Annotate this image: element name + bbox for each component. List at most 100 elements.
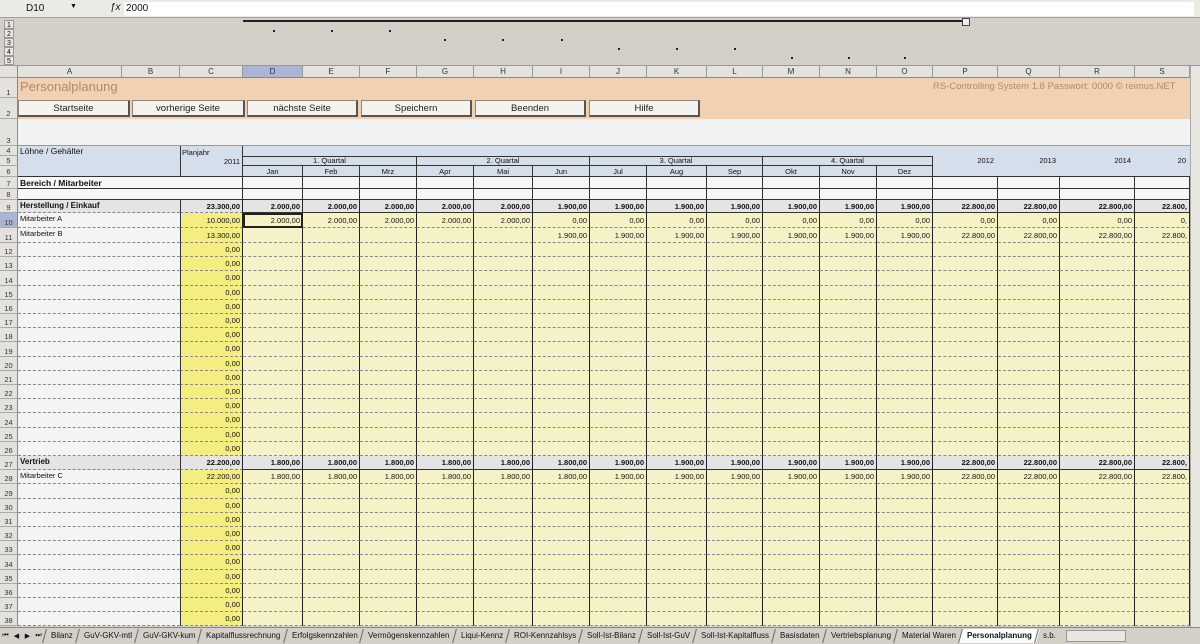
month-value-cell[interactable]: [933, 243, 998, 258]
month-value-cell[interactable]: [647, 598, 707, 613]
month-value-cell[interactable]: [998, 257, 1060, 272]
month-value-cell[interactable]: [1060, 484, 1135, 499]
month-value-cell[interactable]: [820, 243, 877, 258]
month-value-cell[interactable]: [647, 257, 707, 272]
month-value-cell[interactable]: [417, 342, 474, 357]
month-value-cell[interactable]: 22.800,00: [933, 470, 998, 485]
month-value-cell[interactable]: [303, 356, 360, 371]
month-value-cell[interactable]: [417, 413, 474, 428]
month-value-cell[interactable]: [417, 441, 474, 456]
planjahr-total[interactable]: 0,00: [180, 342, 243, 357]
month-value-cell[interactable]: [303, 271, 360, 286]
month-value-cell[interactable]: [763, 399, 820, 414]
month-value-cell[interactable]: [820, 285, 877, 300]
planjahr-total[interactable]: 0,00: [180, 512, 243, 527]
sheet-tab[interactable]: Liqui-Kennz: [451, 629, 511, 643]
month-value-cell[interactable]: 1.900,00: [707, 228, 763, 243]
month-value-cell[interactable]: [763, 484, 820, 499]
month-value-cell[interactable]: [933, 413, 998, 428]
nav-button-vorherige-seite[interactable]: vorherige Seite: [132, 100, 245, 117]
month-value-cell[interactable]: [1060, 243, 1135, 258]
month-value-cell[interactable]: [533, 342, 590, 357]
month-value-cell[interactable]: [1135, 583, 1190, 598]
month-value-cell[interactable]: [590, 299, 647, 314]
month-value-cell[interactable]: [1135, 427, 1190, 442]
month-value-cell[interactable]: [998, 385, 1060, 400]
month-value-cell[interactable]: [647, 385, 707, 400]
month-value-cell[interactable]: [360, 555, 417, 570]
month-value-cell[interactable]: [1135, 356, 1190, 371]
month-value-cell[interactable]: [647, 328, 707, 343]
month-value-cell[interactable]: [1060, 498, 1135, 513]
month-value-cell[interactable]: [303, 498, 360, 513]
month-value-cell[interactable]: [1060, 328, 1135, 343]
row-header-29[interactable]: 29: [0, 484, 18, 499]
month-value-cell[interactable]: [533, 569, 590, 584]
month-value-cell[interactable]: [707, 512, 763, 527]
month-value-cell[interactable]: 1.900,00: [877, 470, 933, 485]
month-value-cell[interactable]: 0,00: [933, 213, 998, 228]
month-value-cell[interactable]: [533, 271, 590, 286]
month-value-cell[interactable]: [243, 612, 303, 627]
month-value-cell[interactable]: [933, 498, 998, 513]
month-value-cell[interactable]: 1.900,00: [763, 228, 820, 243]
month-value-cell[interactable]: [1135, 285, 1190, 300]
month-value-cell[interactable]: [474, 512, 533, 527]
row-header-24[interactable]: 24: [0, 413, 18, 428]
month-value-cell[interactable]: 22.800,: [1135, 228, 1190, 243]
planjahr-total[interactable]: 0,00: [180, 299, 243, 314]
month-value-cell[interactable]: 0,00: [707, 213, 763, 228]
nav-button-hilfe[interactable]: Hilfe: [589, 100, 700, 117]
month-value-cell[interactable]: [474, 498, 533, 513]
month-value-cell[interactable]: [360, 527, 417, 542]
row-header-17[interactable]: 17: [0, 314, 18, 329]
month-value-cell[interactable]: [763, 257, 820, 272]
month-value-cell[interactable]: [303, 527, 360, 542]
month-value-cell[interactable]: [1135, 527, 1190, 542]
row-header-36[interactable]: 36: [0, 583, 18, 598]
month-value-cell[interactable]: [820, 271, 877, 286]
month-value-cell[interactable]: [998, 427, 1060, 442]
month-value-cell[interactable]: [590, 512, 647, 527]
column-header-f[interactable]: F: [360, 66, 417, 78]
month-value-cell[interactable]: [474, 441, 533, 456]
month-value-cell[interactable]: 1.900,00: [590, 470, 647, 485]
month-value-cell[interactable]: [763, 243, 820, 258]
month-value-cell[interactable]: [707, 257, 763, 272]
month-value-cell[interactable]: [360, 569, 417, 584]
month-value-cell[interactable]: [417, 385, 474, 400]
month-value-cell[interactable]: [877, 583, 933, 598]
nav-button-startseite[interactable]: Startseite: [18, 100, 130, 117]
month-value-cell[interactable]: [998, 356, 1060, 371]
month-value-cell[interactable]: [417, 314, 474, 329]
month-value-cell[interactable]: [590, 612, 647, 627]
row-header-6[interactable]: 6: [0, 166, 18, 177]
month-value-cell[interactable]: [417, 271, 474, 286]
month-value-cell[interactable]: [243, 328, 303, 343]
row-header-1[interactable]: 1: [0, 78, 18, 98]
row-header-16[interactable]: 16: [0, 299, 18, 314]
outline-level-button[interactable]: 3: [4, 38, 14, 47]
month-value-cell[interactable]: [998, 498, 1060, 513]
month-value-cell[interactable]: [474, 228, 533, 243]
month-value-cell[interactable]: [707, 555, 763, 570]
month-value-cell[interactable]: [763, 314, 820, 329]
row-header-10[interactable]: 10: [0, 213, 18, 228]
month-value-cell[interactable]: [590, 257, 647, 272]
month-value-cell[interactable]: [1060, 555, 1135, 570]
row-header-25[interactable]: 25: [0, 427, 18, 442]
month-value-cell[interactable]: [647, 541, 707, 556]
tab-scroll-button[interactable]: ◀: [13, 633, 20, 640]
month-value-cell[interactable]: 1.800,00: [243, 470, 303, 485]
month-value-cell[interactable]: [820, 328, 877, 343]
month-value-cell[interactable]: [1135, 598, 1190, 613]
month-value-cell[interactable]: [417, 299, 474, 314]
month-value-cell[interactable]: [303, 328, 360, 343]
month-value-cell[interactable]: [243, 399, 303, 414]
planjahr-total[interactable]: 0,00: [180, 285, 243, 300]
month-value-cell[interactable]: [820, 299, 877, 314]
month-value-cell[interactable]: [417, 328, 474, 343]
month-value-cell[interactable]: [820, 612, 877, 627]
month-value-cell[interactable]: [647, 612, 707, 627]
month-value-cell[interactable]: [933, 598, 998, 613]
